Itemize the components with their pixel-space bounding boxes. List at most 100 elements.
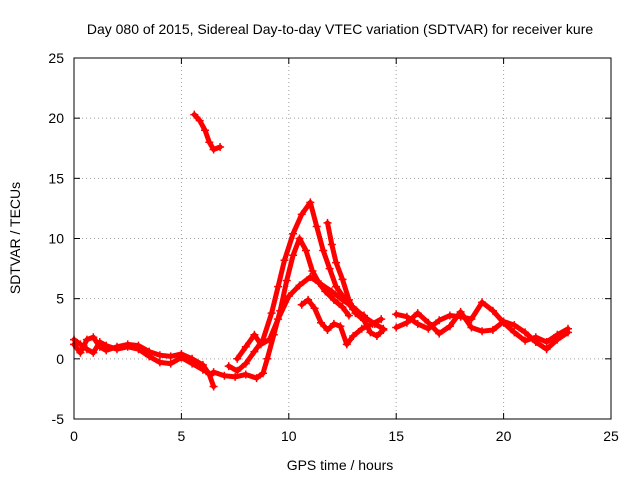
data-point-marker: [467, 323, 476, 332]
y-axis-label: SDTVAR / TECUs: [7, 182, 23, 294]
data-point-marker: [306, 273, 315, 281]
data-point-marker: [256, 340, 265, 349]
data-point-marker: [510, 328, 519, 337]
data-point-marker: [252, 374, 261, 383]
series-track-early-1: [70, 333, 218, 391]
series-line: [234, 274, 386, 362]
data-point-marker: [284, 292, 293, 301]
data-point-marker: [224, 362, 233, 371]
data-point-marker: [198, 365, 207, 374]
y-tick-label: 0: [56, 351, 64, 367]
data-point-marker: [306, 198, 315, 207]
data-point-marker: [377, 315, 386, 324]
data-point-marker: [402, 318, 411, 327]
data-point-marker: [289, 229, 298, 238]
data-point-marker: [445, 322, 454, 331]
data-point-marker: [89, 348, 98, 357]
data-point-marker: [467, 315, 476, 324]
data-point-marker: [250, 347, 259, 356]
data-point-marker: [319, 246, 328, 255]
data-point-marker: [177, 353, 186, 362]
x-tick-label: 15: [388, 428, 404, 444]
data-point-marker: [297, 210, 306, 219]
data-point-marker: [241, 342, 250, 351]
data-point-marker: [372, 332, 381, 340]
series-line: [71, 337, 214, 377]
y-tick-label: 10: [48, 231, 64, 247]
data-point-marker: [499, 317, 508, 326]
x-tick-label: 5: [178, 428, 186, 444]
data-point-marker: [317, 280, 325, 289]
data-point-marker: [344, 311, 353, 320]
y-tick-label: 15: [48, 170, 64, 186]
data-point-marker: [327, 287, 336, 296]
series-line: [299, 297, 384, 347]
data-point-marker: [259, 369, 267, 378]
data-point-marker: [329, 295, 338, 304]
data-point-marker: [297, 300, 306, 309]
data-point-marker: [392, 323, 401, 332]
data-point-marker: [336, 322, 345, 331]
data-point-marker: [521, 336, 530, 345]
data-point-marker: [82, 335, 91, 344]
series-track-late-2: [392, 307, 572, 354]
series-line: [191, 112, 223, 152]
data-point-marker: [82, 345, 91, 354]
data-point-marker: [89, 333, 98, 342]
data-point-marker: [280, 256, 289, 265]
chart-title: Day 080 of 2015, Sidereal Day-to-day VTE…: [87, 21, 593, 37]
y-tick-label: -5: [52, 411, 65, 427]
data-point-marker: [327, 240, 336, 249]
data-point-marker: [166, 352, 175, 361]
data-point-marker: [233, 354, 242, 363]
series-track-dip: [297, 295, 386, 349]
data-point-marker: [368, 319, 377, 328]
data-point-marker: [155, 351, 164, 360]
data-point-marker: [241, 370, 250, 379]
data-point-marker: [188, 359, 197, 368]
data-point-marker: [220, 371, 229, 380]
data-point-marker: [542, 338, 551, 346]
data-point-marker: [289, 251, 298, 260]
data-point-marker: [488, 306, 497, 315]
series-track-mid: [233, 273, 388, 363]
series-track-spike: [323, 218, 388, 340]
data-point-marker: [282, 276, 291, 285]
data-point-marker: [274, 315, 283, 324]
x-tick-label: 0: [70, 428, 78, 444]
data-point-marker: [413, 319, 422, 328]
data-point-marker: [216, 143, 225, 151]
data-point-marker: [310, 304, 319, 313]
data-point-marker: [325, 264, 334, 273]
data-point-marker: [231, 372, 240, 381]
data-point-marker: [123, 342, 132, 351]
series-track-peak: [224, 198, 368, 375]
data-point-marker: [332, 258, 341, 267]
data-point-marker: [342, 340, 351, 349]
data-point-marker: [233, 366, 242, 375]
data-point-marker: [329, 319, 338, 328]
x-axis-label: GPS time / hours: [287, 457, 394, 473]
series-line: [325, 220, 386, 339]
data-point-marker: [267, 309, 276, 318]
data-point-marker: [564, 328, 572, 337]
data-point-marker: [344, 295, 353, 304]
grid-lines: [74, 58, 611, 419]
series-track-isolated: [190, 110, 225, 154]
data-point-marker: [360, 316, 368, 325]
data-point-marker: [250, 330, 259, 339]
data-point-marker: [531, 338, 540, 346]
axes: 0 5 10 15 20 25 -5 0 5 10 15 20 25: [48, 50, 619, 444]
x-tick-label: 10: [281, 428, 297, 444]
data-point-marker: [166, 359, 175, 368]
data-point-marker: [113, 345, 121, 354]
data-point-marker: [478, 298, 487, 307]
data-point-marker: [357, 324, 366, 333]
data-point-marker: [351, 309, 360, 318]
x-tick-label: 25: [603, 428, 619, 444]
data-point-marker: [456, 307, 465, 316]
y-tick-label: 20: [48, 110, 64, 126]
data-point-marker: [435, 316, 444, 325]
data-point-marker: [76, 340, 85, 349]
